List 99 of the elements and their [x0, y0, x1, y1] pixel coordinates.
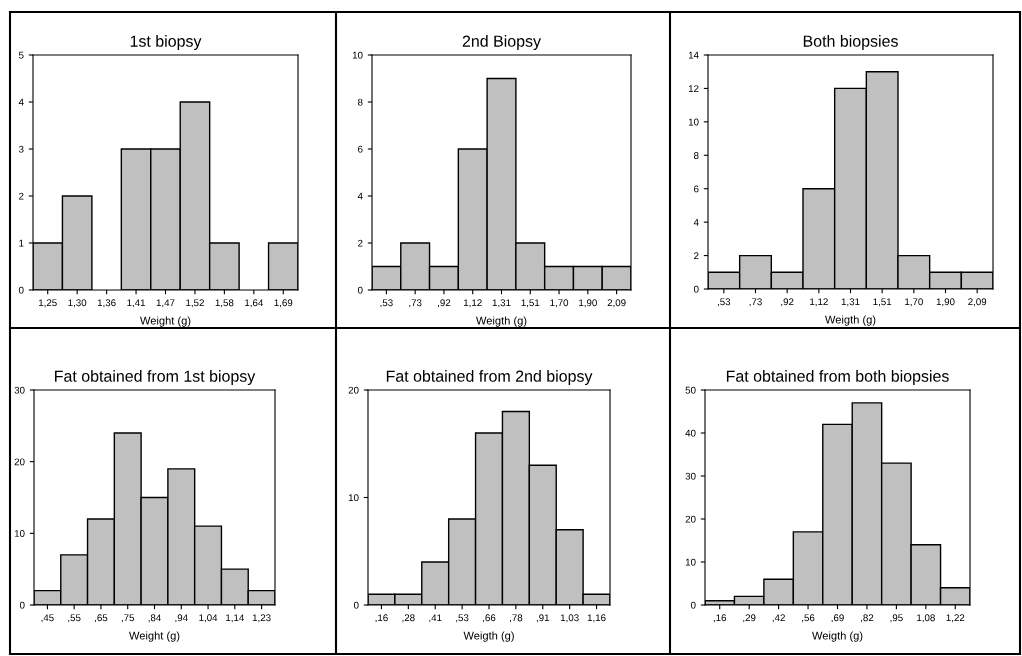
- x-tick-label: 2,09: [968, 298, 987, 307]
- y-tick-label: 12: [688, 85, 699, 92]
- x-tick-label: ,55: [68, 614, 81, 623]
- x-tick-label: ,16: [375, 614, 388, 623]
- x-tick-label: 1,14: [226, 614, 245, 623]
- x-tick-label: 1,16: [587, 614, 606, 623]
- y-tick-label: 14: [688, 51, 699, 59]
- y-tick-label: 0: [18, 286, 24, 294]
- x-tick-label: 1,12: [464, 299, 482, 308]
- y-tick-label: 40: [685, 429, 696, 437]
- y-tick-label: 4: [693, 218, 699, 226]
- x-tick-label: 1,31: [841, 298, 860, 307]
- x-tick-label: 1,04: [199, 614, 218, 623]
- x-tick-label: 1,25: [39, 299, 57, 308]
- x-tick-label: 1,03: [560, 614, 579, 623]
- x-tick-label: ,41: [429, 614, 442, 623]
- x-tick-label: 1,31: [492, 299, 511, 308]
- y-tick-label: 8: [357, 98, 363, 106]
- x-tick-label: ,94: [175, 614, 188, 623]
- x-tick-label: 1,70: [905, 298, 923, 307]
- x-tick-label: 1,58: [215, 299, 234, 308]
- x-tick-label: ,56: [802, 614, 815, 623]
- x-tick-label: ,53: [380, 299, 393, 308]
- x-tick-label: ,28: [402, 614, 415, 623]
- y-tick-label: 3: [18, 145, 24, 153]
- x-tick-label: ,69: [831, 614, 844, 623]
- y-tick-label: 4: [18, 98, 24, 106]
- x-axis-title: Weigth (g): [463, 631, 514, 642]
- y-tick-label: 0: [353, 601, 359, 609]
- y-tick-label: 5: [18, 51, 24, 59]
- x-tick-label: ,95: [890, 614, 903, 623]
- x-tick-label: 1,90: [579, 299, 597, 308]
- x-tick-label: ,92: [438, 299, 451, 308]
- y-tick-label: 0: [690, 601, 696, 609]
- x-tick-label: ,45: [41, 614, 54, 623]
- chart-title: Fat obtained from 1st biopsy: [55, 370, 256, 385]
- y-tick-label: 6: [694, 185, 699, 193]
- chart-title: Fat obtained from 2nd biopsy: [386, 370, 593, 385]
- x-tick-label: 1,36: [97, 299, 116, 308]
- y-tick-label: 20: [14, 458, 25, 466]
- x-axis-title: Weigth (g): [825, 315, 876, 326]
- y-tick-label: 8: [693, 152, 699, 159]
- y-tick-label: 0: [693, 285, 699, 293]
- y-tick-label: 0: [19, 601, 25, 609]
- y-tick-label: 6: [358, 145, 363, 153]
- x-tick-label: 1,70: [550, 299, 569, 308]
- y-tick-label: 30: [14, 386, 25, 394]
- y-tick-label: 10: [14, 530, 25, 537]
- x-tick-label: 1,23: [252, 614, 271, 623]
- y-tick-label: 10: [688, 118, 699, 126]
- chart-title: Fat obtained from both biopsies: [726, 370, 949, 385]
- y-tick-label: 2: [358, 239, 363, 247]
- y-tick-label: 2: [694, 252, 699, 260]
- y-tick-label: 4: [357, 192, 363, 200]
- x-tick-label: ,53: [456, 614, 469, 623]
- x-tick-label: 1,51: [521, 299, 540, 308]
- x-tick-label: ,82: [861, 614, 874, 623]
- x-tick-label: 1,47: [156, 299, 175, 308]
- y-tick-label: 10: [685, 558, 696, 566]
- x-tick-label: ,29: [743, 614, 756, 623]
- x-tick-label: ,78: [510, 614, 523, 623]
- y-tick-label: 2: [19, 192, 24, 200]
- x-tick-label: ,73: [409, 299, 422, 308]
- x-tick-label: 1,12: [810, 298, 828, 307]
- x-tick-label: ,16: [713, 614, 727, 623]
- x-tick-label: ,92: [781, 298, 794, 307]
- y-tick-label: 30: [685, 472, 696, 480]
- x-tick-label: 1,90: [936, 298, 955, 307]
- x-tick-label: 1,69: [274, 299, 293, 308]
- x-tick-label: 1,22: [946, 614, 965, 623]
- y-tick-label: 20: [348, 386, 359, 394]
- x-axis-title: Weigth (g): [812, 631, 863, 642]
- x-tick-label: ,84: [148, 614, 161, 623]
- x-tick-label: ,66: [483, 614, 496, 623]
- x-tick-label: ,91: [536, 614, 550, 623]
- x-tick-label: 1,08: [917, 614, 935, 623]
- y-tick-label: 10: [352, 51, 363, 59]
- x-tick-label: 1,64: [245, 299, 264, 308]
- y-tick-label: 10: [348, 494, 359, 502]
- x-tick-label: ,75: [121, 614, 135, 623]
- x-axis-title: Weight (g): [140, 316, 191, 327]
- x-tick-label: 1,41: [127, 299, 146, 308]
- x-tick-label: 1,51: [873, 298, 892, 307]
- x-axis-title: Weight (g): [129, 631, 180, 642]
- y-tick-label: 0: [357, 286, 363, 294]
- y-tick-label: 50: [685, 386, 696, 394]
- x-tick-label: ,53: [717, 298, 731, 307]
- chart-title: 1st biopsy: [130, 35, 202, 50]
- y-tick-label: 1: [19, 239, 24, 247]
- x-tick-label: 2,09: [607, 299, 626, 308]
- chart-title: Both biopsies: [803, 35, 898, 50]
- x-tick-label: ,42: [772, 614, 785, 623]
- x-tick-label: 1,30: [68, 299, 87, 308]
- chart-title: 2nd Biopsy: [462, 35, 541, 50]
- x-axis-title: Weigth (g): [476, 316, 527, 327]
- y-tick-label: 20: [685, 515, 696, 523]
- x-tick-label: ,73: [749, 298, 762, 307]
- x-tick-label: ,65: [95, 614, 108, 623]
- x-tick-label: 1,52: [186, 299, 204, 308]
